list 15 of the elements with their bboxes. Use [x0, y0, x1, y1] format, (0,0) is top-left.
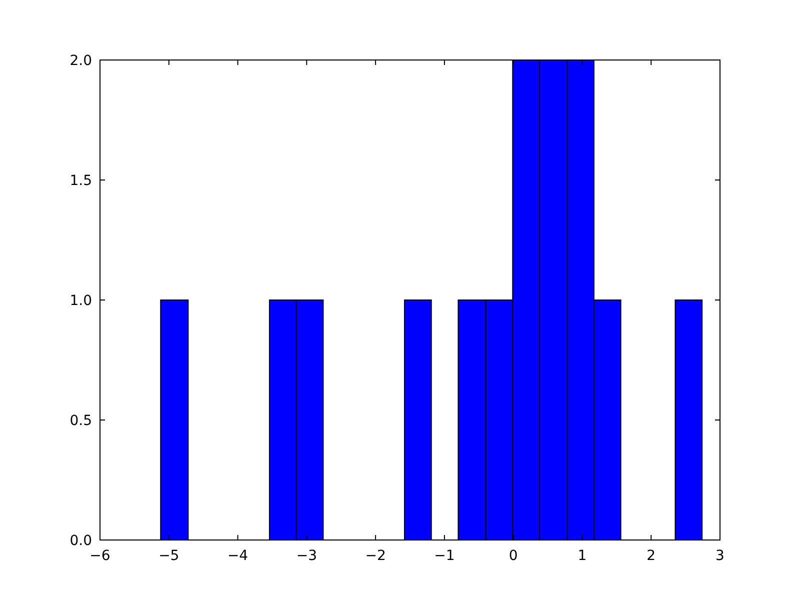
y-tick-label: 0.0: [70, 532, 92, 549]
x-tick-label: −3: [296, 548, 317, 564]
y-tick-label: 1.5: [70, 172, 92, 189]
x-tick-label: 2: [646, 548, 656, 564]
x-tick-label: −5: [158, 548, 180, 564]
x-tick-label: −6: [90, 548, 110, 564]
x-tick-label: 1: [578, 548, 587, 564]
y-tick-label: 0.5: [70, 412, 92, 429]
y-tick-label: 2.0: [70, 52, 92, 69]
x-tick-label: 3: [716, 548, 724, 564]
x-tick-label: 0: [508, 548, 518, 564]
y-tick-label: 1.0: [70, 292, 92, 309]
x-tick-label: −2: [365, 548, 386, 564]
x-tick-label: −4: [227, 548, 248, 564]
x-tick-label: −1: [434, 548, 455, 564]
